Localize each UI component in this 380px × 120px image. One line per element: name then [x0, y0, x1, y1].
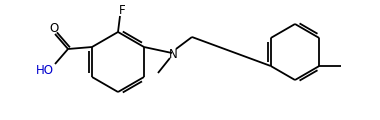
Text: O: O [49, 21, 59, 35]
Text: N: N [169, 48, 177, 60]
Text: HO: HO [36, 63, 54, 77]
Text: F: F [119, 3, 125, 17]
